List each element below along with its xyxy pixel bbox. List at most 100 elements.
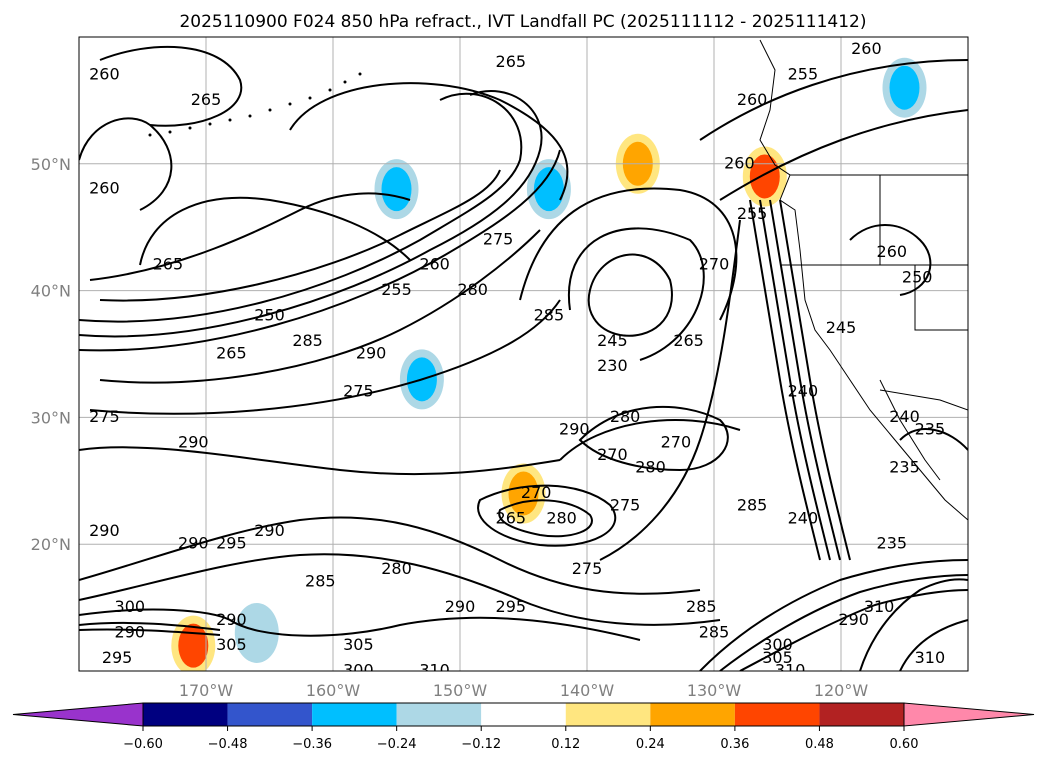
colorbar-extend-low: [12, 702, 144, 727]
colorbar-tick-label: −0.36: [292, 737, 332, 752]
colorbar-segment: [650, 703, 735, 726]
contour-label: 235: [915, 420, 946, 439]
contour-label: 290: [115, 622, 146, 641]
mexico-border: [879, 389, 968, 411]
contour-line: [79, 628, 221, 636]
contour-label: 285: [686, 597, 717, 616]
contour-label: 260: [877, 242, 908, 261]
map-frame: [78, 36, 969, 672]
contour-label: 255: [381, 280, 412, 299]
contour-label: 290: [356, 344, 387, 363]
contour-label: 270: [597, 445, 628, 464]
contour-label: 290: [216, 610, 247, 629]
contour-label: 235: [889, 458, 920, 477]
contour-line: [79, 621, 221, 631]
contour-label: 245: [597, 331, 628, 350]
contour-label: 305: [343, 635, 374, 654]
contour-label: 260: [89, 65, 120, 84]
contour-line: [477, 484, 617, 547]
contour-label: 275: [483, 229, 514, 248]
contour-label: 285: [305, 572, 336, 591]
x-tick-label: 160°W: [306, 681, 361, 700]
colorbar-tick-label: 0.60: [890, 737, 919, 752]
contour-label: 265: [216, 344, 247, 363]
colorbar-tick-label: −0.48: [208, 737, 248, 752]
colorbar-tick-label: −0.12: [461, 737, 501, 752]
contour-line: [699, 559, 968, 671]
contour-label: 290: [445, 597, 476, 616]
x-tick-label: 170°W: [179, 681, 234, 700]
contour-line: [99, 229, 541, 384]
shaded-region: [889, 65, 920, 110]
state-border-3: [914, 265, 968, 331]
y-tick-label: 50°N: [31, 155, 71, 174]
contour-line: [599, 219, 741, 561]
contour-label: 295: [216, 534, 247, 553]
contour-label: 290: [178, 534, 209, 553]
y-axis-ticks: 50°N 40°N 30°N 20°N: [31, 155, 71, 554]
contour-label: 280: [610, 407, 641, 426]
contour-label: 275: [572, 559, 603, 578]
contour-line: [587, 253, 673, 337]
contour-label: 280: [457, 280, 488, 299]
contour-line: [79, 608, 641, 641]
contour-line: [759, 199, 831, 561]
contour-label: 260: [419, 255, 450, 274]
contour-label: 285: [699, 622, 730, 641]
contour-label: 290: [89, 521, 120, 540]
contour-line: [79, 90, 543, 338]
contour-line: [79, 92, 523, 323]
colorbar: −0.60 −0.48 −0.36 −0.24 −0.12 0.12 0.24 0.36 0.4…: [12, 702, 1035, 752]
contour-label: 240: [788, 508, 819, 527]
colorbar-tick-label: −0.60: [123, 737, 163, 752]
contour-line: [79, 516, 701, 595]
contour-label: 250: [902, 267, 933, 286]
contour-label: 255: [788, 65, 819, 84]
contour-label: 260: [89, 179, 120, 198]
shaded-region: [241, 610, 272, 655]
contour-label: 285: [292, 331, 323, 350]
contour-line: [559, 419, 741, 461]
contour-line: [899, 619, 968, 671]
contour-label: 265: [191, 90, 222, 109]
contour-label: 270: [521, 483, 552, 502]
colorbar-segment: [312, 703, 397, 726]
contour-label: 290: [178, 432, 209, 451]
contour-line: [769, 199, 841, 561]
contour-line: [79, 149, 561, 352]
contour-line: [79, 446, 561, 476]
contour-line: [719, 574, 968, 671]
colorbar-segment: [143, 703, 228, 726]
x-tick-label: 120°W: [814, 681, 869, 700]
contour-line: [739, 589, 968, 671]
contour-label: 285: [737, 496, 768, 515]
contour-line: [89, 299, 561, 415]
contour-line: [578, 405, 729, 472]
contour-line: [79, 553, 721, 626]
gridlines: [79, 37, 968, 671]
contour-label: 260: [851, 39, 882, 58]
contour-line: [859, 578, 968, 671]
map-area: 260 265 265 260 255 260 265 255 250 280 260 285 275 2…: [78, 36, 969, 672]
contour-label: 260: [737, 90, 768, 109]
contour-label: 310: [864, 597, 895, 616]
contour-label: 230: [597, 356, 628, 375]
contour-label: 265: [496, 508, 527, 527]
aleutian-islands: [148, 72, 362, 137]
colorbar-tick-label: 0.24: [636, 737, 665, 752]
contour-label: 310: [915, 648, 946, 667]
contour-label: 280: [381, 559, 412, 578]
coastline-layer: [759, 39, 968, 521]
colorbar-segment: [565, 703, 651, 726]
colorbar-segment: [227, 703, 313, 726]
contour-labels: 260 265 265 260 255 260 265 255 250 280 260 285 275 2…: [89, 39, 946, 671]
contour-label: 260: [724, 153, 755, 172]
contour-line: [289, 82, 569, 201]
contour-line: [99, 169, 501, 302]
x-tick-label: 150°W: [433, 681, 488, 700]
contour-line: [749, 199, 821, 561]
north-america-coastline: [759, 39, 968, 521]
colorbar-segment: [819, 703, 904, 726]
colorbar-extend-high: [903, 702, 1035, 727]
